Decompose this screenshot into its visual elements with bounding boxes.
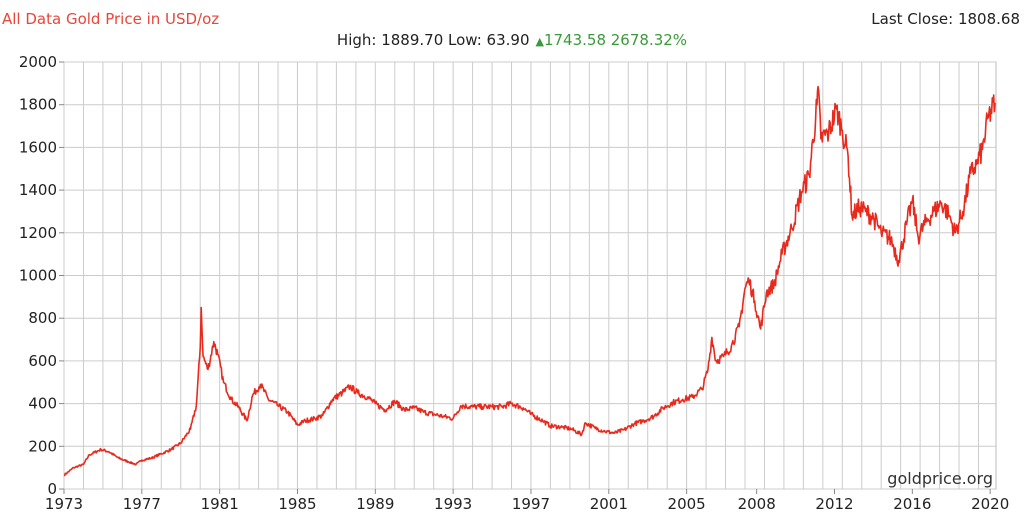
stats-line: High: 1889.70 Low: 63.90 ▲1743.58 2678.32… xyxy=(0,31,1024,49)
x-tick-label: 2001 xyxy=(590,495,628,513)
y-grid xyxy=(64,61,996,490)
y-tick-label: 1400 xyxy=(19,181,57,199)
x-tick-label: 2005 xyxy=(668,495,706,513)
x-tick-label: 2016 xyxy=(893,495,931,513)
last-close-label: Last Close: 1808.68 xyxy=(871,10,1020,28)
x-tick-label: 1977 xyxy=(123,495,161,513)
chart-title: All Data Gold Price in USD/oz xyxy=(2,10,220,28)
price-series-line xyxy=(63,85,996,477)
y-tick-label: 800 xyxy=(28,309,57,327)
up-triangle-icon: ▲ xyxy=(535,35,544,48)
y-axis: 0 200 400 600 800 1000 1200 1400 1600 1800 2000 xyxy=(19,53,64,498)
y-tick-label: 1600 xyxy=(19,138,57,156)
x-tick-label: 1989 xyxy=(356,495,394,513)
change-label: 1743.58 2678.32% xyxy=(543,31,688,49)
watermark: goldprice.org xyxy=(887,469,993,488)
y-tick-label: 2000 xyxy=(19,53,57,71)
x-tick-label: 1981 xyxy=(201,495,239,513)
x-tick-label: 2020 xyxy=(971,495,1009,513)
x-tick-label: 1993 xyxy=(434,495,472,513)
x-tick-label: 1997 xyxy=(512,495,550,513)
x-tick-label: 2012 xyxy=(815,495,853,513)
y-tick-label: 0 xyxy=(47,480,57,498)
x-tick-label: 2008 xyxy=(738,495,776,513)
y-tick-label: 400 xyxy=(28,395,57,413)
y-tick-label: 1200 xyxy=(19,224,57,242)
y-tick-label: 600 xyxy=(28,352,57,370)
high-low-label: High: 1889.70 Low: 63.90 xyxy=(336,31,530,49)
y-tick-label: 1000 xyxy=(19,267,57,285)
x-tick-label: 1973 xyxy=(45,495,83,513)
y-tick-label: 1800 xyxy=(19,96,57,114)
x-axis: 1973 1977 1981 1985 1989 1993 1997 2001 2005 2008… xyxy=(45,489,1009,513)
x-tick-label: 1985 xyxy=(278,495,316,513)
y-tick-label: 200 xyxy=(28,437,57,455)
